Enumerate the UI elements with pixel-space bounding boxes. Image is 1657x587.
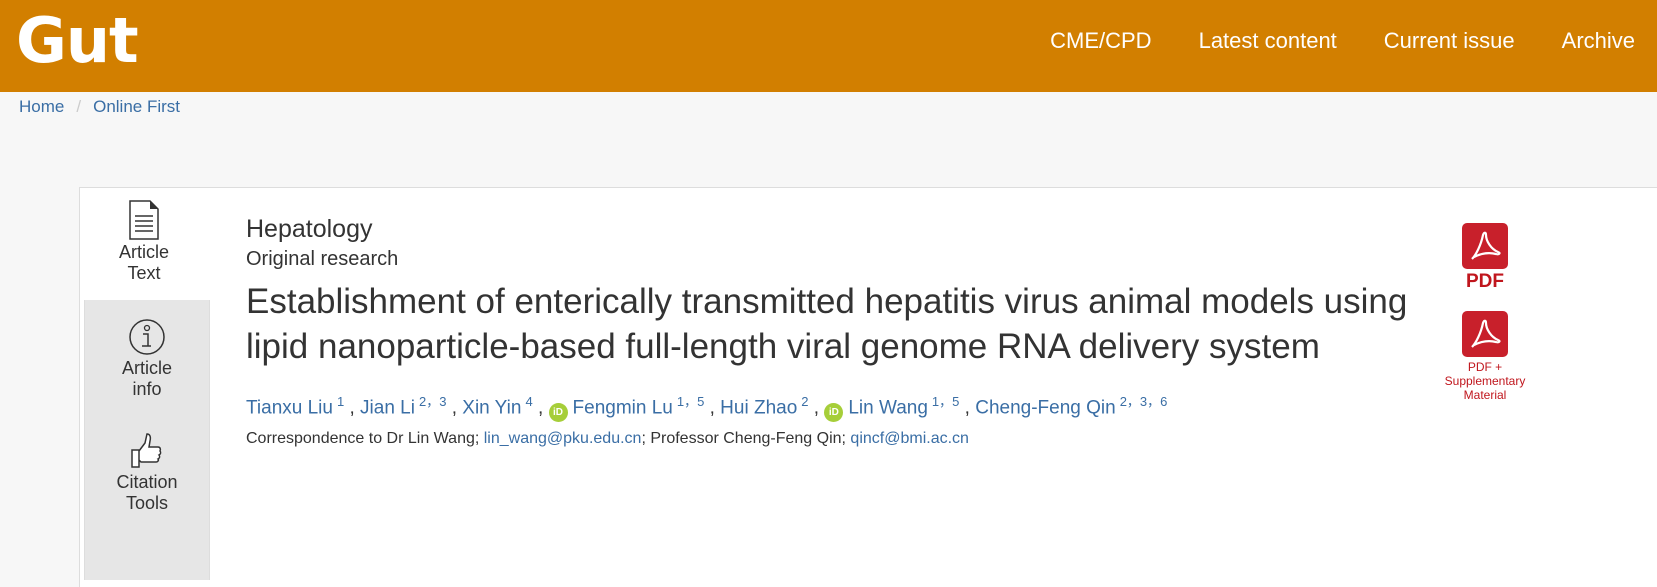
article-category[interactable]: Hepatology xyxy=(246,215,373,243)
breadcrumb-online-first[interactable]: Online First xyxy=(93,97,181,116)
tab-label: Article xyxy=(118,242,169,262)
affiliation-ref[interactable]: 1，5 xyxy=(931,394,960,409)
journal-logo[interactable]: Gut xyxy=(16,4,139,77)
author-list: Tianxu Liu 1 , Jian Li 2，3 , Xin Yin 4 , iD… xyxy=(246,391,1426,423)
author-name[interactable]: Hui Zhao xyxy=(720,397,798,419)
site-header: Gut CME/CPD Latest content Current issue… xyxy=(0,0,1657,92)
pdf-icon xyxy=(1462,223,1508,269)
tab-label: Tools xyxy=(125,493,169,513)
nav-latest-content[interactable]: Latest content xyxy=(1198,28,1337,53)
corr-text: ; Professor Cheng-Feng Qin; xyxy=(641,430,851,448)
tab-label: info xyxy=(132,379,162,399)
author-name[interactable]: Fengmin Lu xyxy=(572,397,673,419)
document-icon xyxy=(129,200,159,240)
pdf-supplementary-download-button[interactable]: PDF + Supplementary Material xyxy=(1430,311,1540,402)
info-icon xyxy=(129,319,165,355)
tab-label: Text xyxy=(127,263,161,283)
orcid-icon[interactable]: iD xyxy=(548,403,568,423)
author-name[interactable]: Jian Li xyxy=(360,397,415,419)
nav-current-issue[interactable]: Current issue xyxy=(1383,28,1515,53)
author-separator: , xyxy=(808,397,825,419)
correspondence: Correspondence to Dr Lin Wang; lin_wang@… xyxy=(246,430,1426,448)
breadcrumb-home[interactable]: Home xyxy=(19,97,65,116)
affiliation-ref[interactable]: 2，3 xyxy=(418,394,447,409)
article-header: Hepatology Original research Establishme… xyxy=(246,215,1426,448)
author-separator: , xyxy=(446,397,463,419)
tab-citation-tools[interactable]: Citation Tools xyxy=(82,432,212,514)
author-name[interactable]: Lin Wang xyxy=(848,397,928,419)
author-separator: , xyxy=(344,397,361,419)
thumbs-up-icon xyxy=(131,433,162,468)
main-nav: CME/CPD Latest content Current issue Arc… xyxy=(1050,28,1657,54)
tab-label: Article xyxy=(121,358,172,378)
email-link[interactable]: qincf@bmi.ac.cn xyxy=(850,430,969,448)
corr-text: Correspondence to Dr Lin Wang; xyxy=(246,430,484,448)
article-type: Original research xyxy=(246,248,399,270)
tab-article-info[interactable]: Article info xyxy=(82,318,212,400)
tab-label: Citation xyxy=(116,472,178,492)
article-title: Establishment of enterically transmitted… xyxy=(246,282,1408,366)
author-name[interactable]: Tianxu Liu xyxy=(246,397,333,419)
affiliation-ref[interactable]: 1 xyxy=(336,394,345,409)
email-link[interactable]: lin_wang@pku.edu.cn xyxy=(483,430,642,448)
author-separator: , xyxy=(704,397,721,419)
affiliation-ref[interactable]: 2 xyxy=(801,394,809,409)
orcid-icon[interactable]: iD xyxy=(824,403,844,423)
author-separator: , xyxy=(959,397,976,419)
affiliation-ref[interactable]: 2，3，6 xyxy=(1119,394,1168,409)
author-name[interactable]: Cheng-Feng Qin xyxy=(975,397,1116,419)
pdf-supp-label: PDF + xyxy=(1467,360,1503,374)
affiliation-ref[interactable]: 1，5 xyxy=(676,394,705,409)
tab-article-text[interactable]: Article Text xyxy=(79,200,209,284)
pdf-supp-label: Material xyxy=(1463,388,1507,402)
pdf-download-button[interactable]: PDF xyxy=(1430,223,1540,293)
pdf-supp-label: Supplementary xyxy=(1444,374,1526,388)
nav-archive[interactable]: Archive xyxy=(1561,28,1635,53)
article-panel xyxy=(79,187,1657,587)
breadcrumb-separator: / xyxy=(76,97,82,116)
author-name[interactable]: Xin Yin xyxy=(462,397,522,419)
nav-cme-cpd[interactable]: CME/CPD xyxy=(1050,28,1152,53)
author-separator: , xyxy=(532,397,549,419)
pdf-icon xyxy=(1462,311,1508,357)
breadcrumb: Home / Online First xyxy=(19,97,180,117)
pdf-label: PDF xyxy=(1466,271,1504,292)
affiliation-ref[interactable]: 4 xyxy=(525,394,533,409)
